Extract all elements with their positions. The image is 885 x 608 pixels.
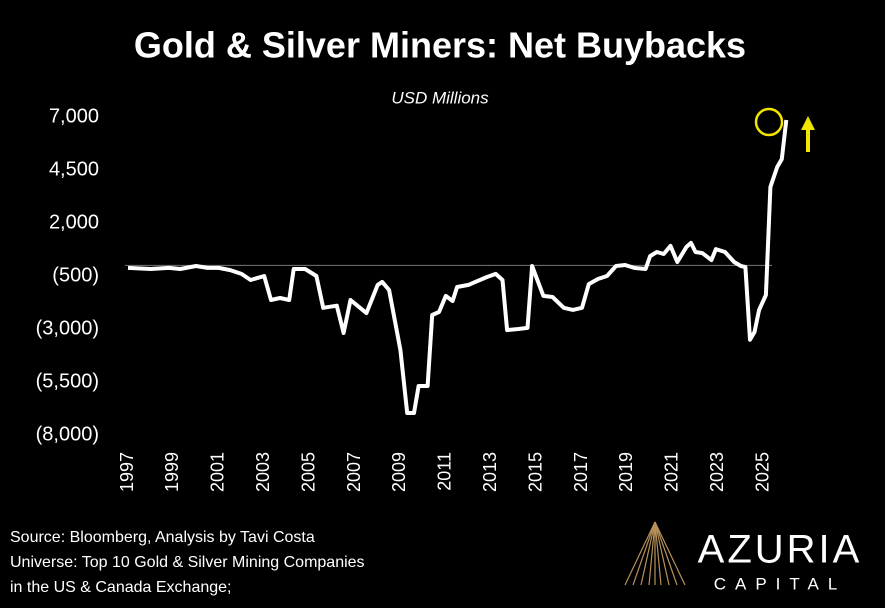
x-tick-label: 2007 bbox=[344, 452, 364, 492]
y-tick-label: (500) bbox=[52, 264, 99, 286]
x-tick-label: 2009 bbox=[389, 452, 409, 492]
y-tick-label: 7,000 bbox=[49, 105, 99, 127]
logo-icon bbox=[624, 521, 686, 586]
x-tick-label: 2017 bbox=[571, 452, 591, 492]
logo-name: AZURIA bbox=[698, 528, 863, 572]
y-tick-label: 2,000 bbox=[49, 211, 99, 233]
y-tick-label: (3,000) bbox=[36, 317, 99, 339]
y-tick-label: (8,000) bbox=[36, 423, 99, 445]
chart-title: Gold & Silver Miners: Net Buybacks bbox=[134, 25, 746, 66]
x-tick-label: 2005 bbox=[298, 452, 318, 492]
note: in the US & Canada Exchange; bbox=[10, 579, 231, 596]
y-tick-label: (5,500) bbox=[36, 370, 99, 392]
logo-tagline: CAPITAL bbox=[714, 574, 847, 593]
note: Universe: Top 10 Gold & Silver Mining Co… bbox=[10, 554, 365, 571]
data-line bbox=[127, 119, 789, 415]
x-tick-label: 2001 bbox=[208, 452, 228, 492]
x-tick-label: 2015 bbox=[525, 452, 545, 492]
x-tick-label: 1999 bbox=[162, 452, 182, 492]
chart-subtitle: USD Millions bbox=[391, 88, 489, 107]
highlight-circle bbox=[754, 107, 784, 137]
up-arrow bbox=[801, 116, 815, 152]
x-tick-label: 2019 bbox=[616, 452, 636, 492]
x-tick-label: 2013 bbox=[480, 452, 500, 492]
x-tick-label: 2021 bbox=[662, 452, 682, 492]
x-tick-label: 2025 bbox=[752, 452, 772, 492]
x-tick-label: 2023 bbox=[707, 452, 727, 492]
y-tick-label: 4,500 bbox=[49, 158, 99, 180]
note: Source: Bloomberg, Analysis by Tavi Cost… bbox=[10, 529, 315, 546]
x-tick-label: 2011 bbox=[435, 452, 455, 491]
x-tick-label: 1997 bbox=[117, 452, 137, 492]
x-tick-label: 2003 bbox=[253, 452, 273, 492]
